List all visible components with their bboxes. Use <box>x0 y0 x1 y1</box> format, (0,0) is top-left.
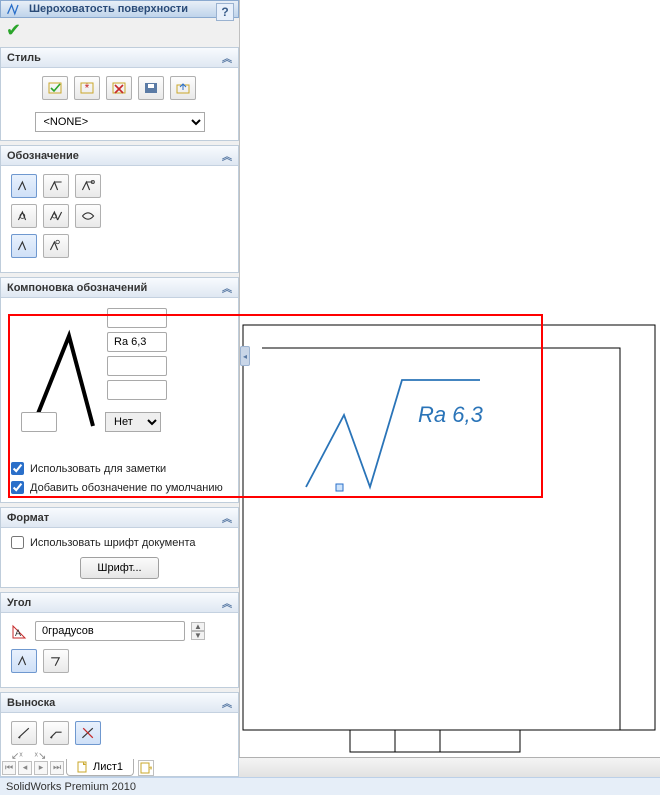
chevron-up-icon: ︽ <box>222 280 232 295</box>
help-button[interactable]: ? <box>216 3 234 21</box>
panel-format-title: Формат <box>7 512 49 524</box>
leader-none[interactable] <box>75 721 101 745</box>
chk-use-doc-font[interactable]: Использовать шрифт документа <box>11 536 228 549</box>
chk-use-doc-font-label: Использовать шрифт документа <box>30 537 195 549</box>
panel-symbol-header[interactable]: Обозначение ︽ <box>1 146 238 166</box>
symbol-basic[interactable] <box>11 174 37 198</box>
leader-straight[interactable] <box>11 721 37 745</box>
style-btn-apply[interactable] <box>42 76 68 100</box>
sidebar-splitter[interactable]: ◂ <box>240 346 250 366</box>
status-text: SolidWorks Premium 2010 <box>6 781 136 793</box>
panel-leader-header[interactable]: Выноска ︽ <box>1 693 238 713</box>
svg-text:*: * <box>84 81 89 95</box>
angle-orient-rotated[interactable] <box>43 649 69 673</box>
angle-icon: A <box>11 622 29 640</box>
panel-angle-title: Угол <box>7 597 31 609</box>
chevron-up-icon: ︽ <box>222 148 232 163</box>
panel-titlebar: Шероховатость поверхности ? <box>0 0 239 18</box>
sf-local-icon <box>15 238 33 254</box>
sheet-add[interactable]: * <box>138 760 154 776</box>
panel-format: Формат ︽ Использовать шрифт документа Шр… <box>0 507 239 588</box>
sf-allround-icon <box>79 178 97 194</box>
sf-nomach-line-icon <box>47 208 65 224</box>
angle-input[interactable] <box>35 621 185 641</box>
chevron-up-icon: ︽ <box>222 695 232 710</box>
sf-basic-icon <box>15 653 33 669</box>
ok-icon[interactable]: ✔ <box>6 20 21 41</box>
sf-jis-icon <box>79 208 97 224</box>
annotation-highlight-box <box>8 314 543 498</box>
apply-icon <box>47 81 63 95</box>
status-bar: SolidWorks Premium 2010 <box>0 777 660 795</box>
sf-machining-icon <box>47 178 65 194</box>
leader-none-icon <box>79 725 97 741</box>
symbol-jis[interactable] <box>75 204 101 228</box>
panel-layout-header[interactable]: Компоновка обозначений ︽ <box>1 278 238 298</box>
chevron-up-icon: ︽ <box>222 595 232 610</box>
load-icon <box>175 81 191 95</box>
symbol-local[interactable] <box>11 234 37 258</box>
panel-symbol-title: Обозначение <box>7 150 79 162</box>
symbol-no-machining-line[interactable] <box>43 204 69 228</box>
symbol-no-machining[interactable] <box>11 204 37 228</box>
leader-bent-icon <box>47 725 65 741</box>
svg-text:A: A <box>15 628 21 638</box>
panel-layout-title: Компоновка обозначений <box>7 282 147 294</box>
angle-spinner[interactable]: ▲▼ <box>191 622 205 640</box>
delete-icon <box>111 81 127 95</box>
sf-allround-flag-icon <box>47 238 65 254</box>
confirm-row: ✔ <box>0 18 239 43</box>
panel-title: Шероховатость поверхности <box>29 3 188 15</box>
panel-format-header[interactable]: Формат ︽ <box>1 508 238 528</box>
panel-style: Стиль ︽ * <NONE> <box>0 47 239 141</box>
chevron-up-icon: ︽ <box>222 510 232 525</box>
panel-style-title: Стиль <box>7 52 41 64</box>
symbol-allround-flag[interactable] <box>43 234 69 258</box>
style-btn-add[interactable]: * <box>74 76 100 100</box>
style-btn-save[interactable] <box>138 76 164 100</box>
sheet-tab-1[interactable]: Лист1 <box>66 759 134 776</box>
add-sheet-icon: * <box>140 762 152 774</box>
sf-nomach-icon <box>15 208 33 224</box>
symbol-machining-allround[interactable] <box>75 174 101 198</box>
panel-leader-title: Выноска <box>7 697 55 709</box>
symbol-machining[interactable] <box>43 174 69 198</box>
panel-style-header[interactable]: Стиль ︽ <box>1 48 238 68</box>
sheet-tab-1-label: Лист1 <box>93 761 123 773</box>
sheet-nav-last[interactable]: ⏭ <box>50 761 64 775</box>
panel-symbol: Обозначение ︽ <box>0 145 239 273</box>
sheet-nav-first[interactable]: ⏮ <box>2 761 16 775</box>
surface-finish-icon <box>5 1 23 17</box>
leader-bent[interactable] <box>43 721 69 745</box>
add-icon: * <box>79 81 95 95</box>
sheet-nav-prev[interactable]: ◂ <box>18 761 32 775</box>
panel-angle-header[interactable]: Угол ︽ <box>1 593 238 613</box>
style-select[interactable]: <NONE> <box>35 112 205 132</box>
svg-text:*: * <box>149 765 152 774</box>
save-icon <box>143 81 159 95</box>
sf-rot-icon <box>47 653 65 669</box>
chk-use-doc-font-box[interactable] <box>11 536 24 549</box>
chevron-up-icon: ︽ <box>222 50 232 65</box>
sf-basic-icon <box>15 178 33 194</box>
font-button[interactable]: Шрифт... <box>80 557 158 579</box>
panel-angle: Угол ︽ A ▲▼ <box>0 592 239 688</box>
sheet-nav-next[interactable]: ▸ <box>34 761 48 775</box>
angle-orient-normal[interactable] <box>11 649 37 673</box>
style-btn-delete[interactable] <box>106 76 132 100</box>
style-btn-load[interactable] <box>170 76 196 100</box>
sheet-tab-bar: ⏮ ◂ ▸ ⏭ Лист1 * <box>0 757 660 777</box>
leader-straight-icon <box>15 725 33 741</box>
sheet-icon <box>77 761 89 773</box>
